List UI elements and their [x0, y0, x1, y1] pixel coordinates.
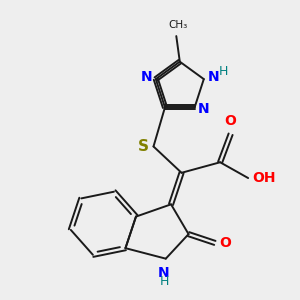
Text: H: H: [218, 65, 228, 78]
Text: H: H: [159, 275, 169, 289]
Text: S: S: [138, 139, 149, 154]
Text: O: O: [225, 114, 237, 128]
Text: N: N: [141, 70, 152, 84]
Text: CH₃: CH₃: [168, 20, 188, 30]
Text: N: N: [207, 70, 219, 84]
Text: N: N: [198, 102, 210, 116]
Text: O: O: [219, 236, 231, 250]
Text: OH: OH: [252, 171, 276, 185]
Text: N: N: [158, 266, 170, 280]
